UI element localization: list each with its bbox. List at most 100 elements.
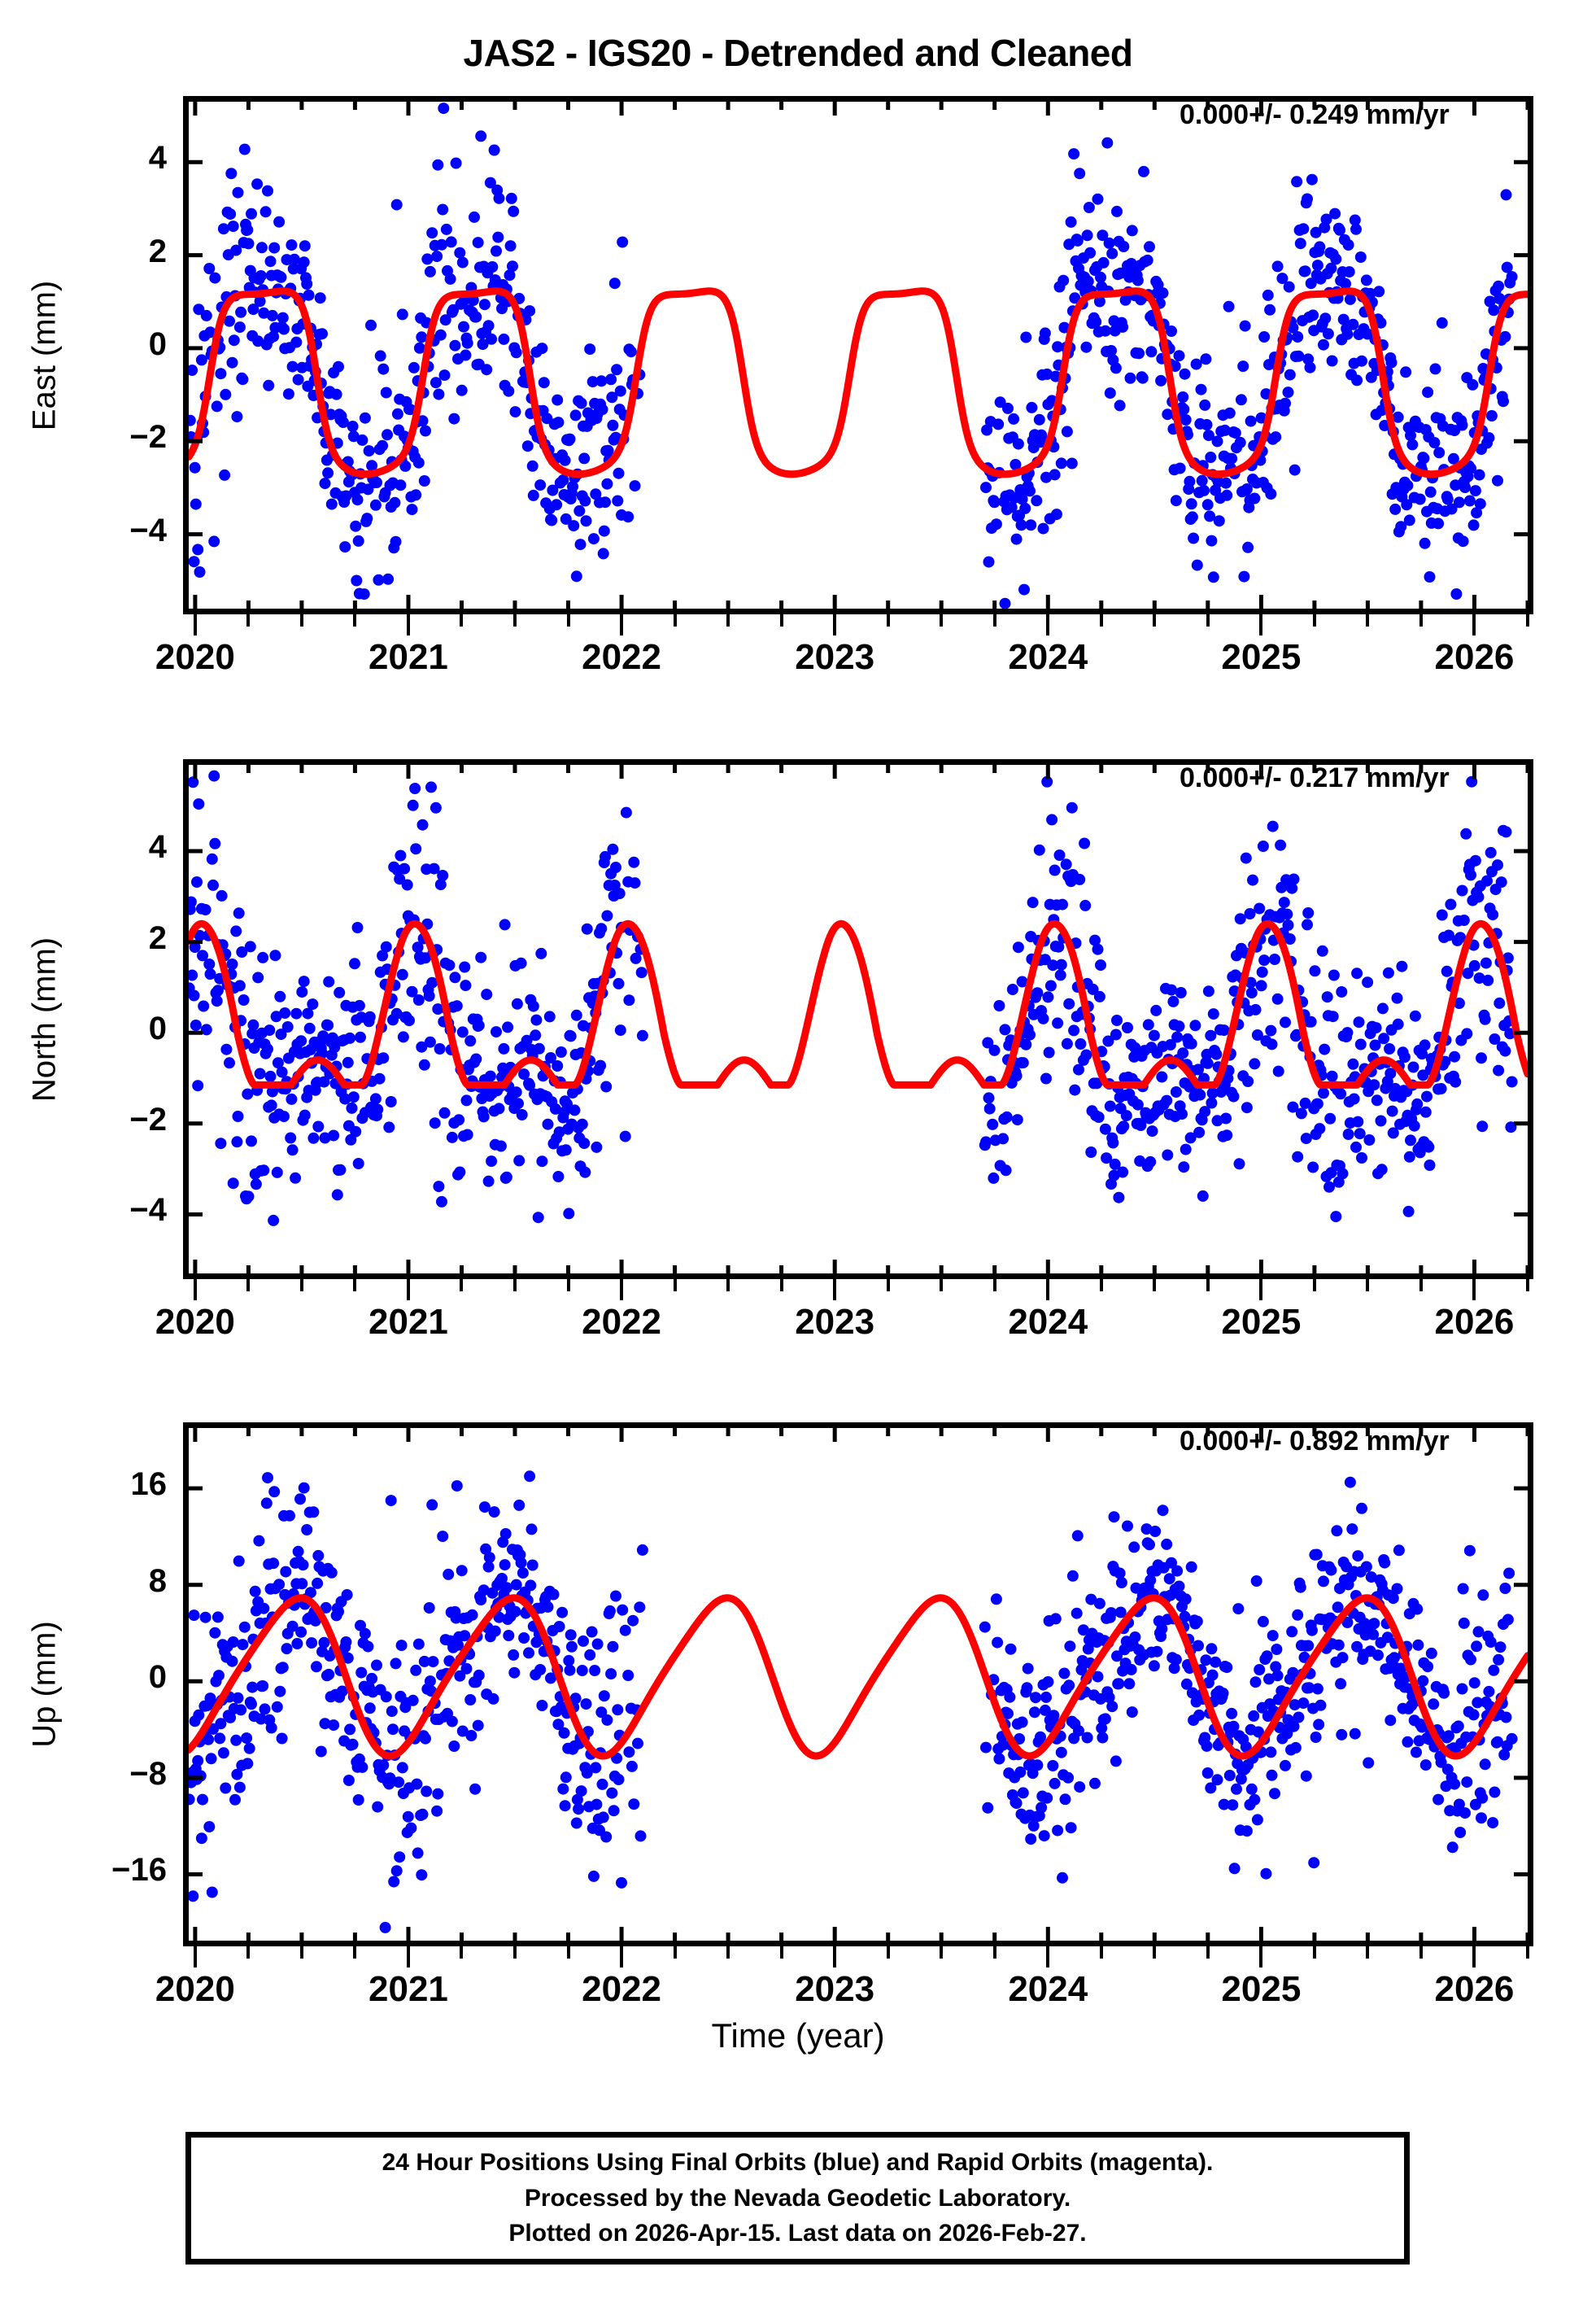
x-tick-mark-up <box>940 1946 944 1959</box>
x-tick-mark-east <box>992 614 996 627</box>
y-tick-label-east-2: 0 <box>148 325 167 362</box>
rate-annotation-east: 0.000+/- 0.249 mm/yr <box>1180 99 1450 130</box>
x-tick-label-north-0: 2020 <box>155 1302 235 1342</box>
x-tick-mark-north <box>726 1279 730 1291</box>
x-tick-mark-east <box>1206 614 1210 627</box>
y-tick-label-east-1: −2 <box>129 419 167 456</box>
x-tick-label-north-2: 2022 <box>582 1302 661 1342</box>
x-tick-mark-up <box>833 1946 837 1968</box>
caption-box: 24 Hour Positions Using Final Orbits (bl… <box>185 2132 1410 2265</box>
x-tick-mark-north <box>1153 1279 1157 1291</box>
x-tick-mark-east <box>246 614 251 627</box>
y-tick-label-east-4: 4 <box>148 140 167 177</box>
x-tick-mark-up <box>779 1946 783 1959</box>
x-tick-mark-east <box>1312 614 1316 627</box>
y-tick-label-north-3: 2 <box>148 919 167 956</box>
x-tick-mark-up <box>513 1946 517 1959</box>
x-tick-mark-north <box>1312 1279 1316 1291</box>
x-tick-mark-east <box>566 614 570 627</box>
x-tick-mark-north <box>299 1279 303 1291</box>
x-tick-label-north-3: 2023 <box>795 1302 875 1342</box>
x-tick-mark-north <box>1206 1279 1210 1291</box>
y-axis-label-north: North (mm) <box>26 937 63 1102</box>
x-tick-mark-up <box>1366 1946 1370 1959</box>
x-tick-label-north-5: 2025 <box>1221 1302 1302 1342</box>
caption-line-3: Plotted on 2026-Apr-15. Last data on 202… <box>508 2220 1087 2247</box>
x-tick-mark-north <box>1472 1279 1476 1300</box>
x-tick-mark-up <box>353 1946 357 1959</box>
x-tick-mark-east <box>1366 614 1370 627</box>
x-axis-label: Time (year) <box>711 2016 885 2055</box>
x-tick-mark-north <box>353 1279 357 1291</box>
x-tick-mark-up <box>566 1946 570 1959</box>
x-tick-mark-north <box>1419 1279 1423 1291</box>
y-tick-label-up-1: −8 <box>129 1755 167 1792</box>
x-tick-label-east-4: 2024 <box>1008 637 1088 677</box>
x-tick-mark-east <box>513 614 517 627</box>
x-tick-mark-up <box>1153 1946 1157 1959</box>
plot-area-north <box>189 765 1528 1273</box>
x-tick-mark-up <box>1206 1946 1210 1959</box>
x-tick-label-east-5: 2025 <box>1221 637 1302 677</box>
x-tick-mark-up <box>1312 1946 1316 1959</box>
x-tick-mark-north <box>566 1279 570 1291</box>
x-tick-mark-east <box>193 614 197 635</box>
y-tick-label-north-4: 4 <box>148 829 167 866</box>
y-tick-label-north-0: −4 <box>129 1192 167 1229</box>
caption-line-1: 24 Hour Positions Using Final Orbits (bl… <box>382 2149 1214 2177</box>
x-tick-mark-north <box>673 1279 677 1291</box>
plot-frame-north <box>183 759 1533 1279</box>
x-tick-mark-east <box>353 614 357 627</box>
x-tick-mark-east <box>1153 614 1157 627</box>
x-tick-label-up-3: 2023 <box>795 1969 875 2009</box>
x-tick-mark-up <box>886 1946 890 1959</box>
x-tick-mark-up <box>673 1946 677 1959</box>
x-tick-mark-north <box>406 1279 410 1300</box>
x-tick-mark-north <box>992 1279 996 1291</box>
x-tick-label-east-1: 2021 <box>368 637 448 677</box>
x-tick-mark-east <box>1046 614 1050 635</box>
x-tick-mark-east <box>833 614 837 635</box>
x-tick-mark-north <box>833 1279 837 1300</box>
rate-annotation-north: 0.000+/- 0.217 mm/yr <box>1180 762 1450 793</box>
y-tick-label-up-2: 0 <box>148 1659 167 1696</box>
x-tick-label-north-6: 2026 <box>1434 1302 1515 1342</box>
x-tick-label-north-4: 2024 <box>1008 1302 1088 1342</box>
model-curve-up <box>189 1594 1528 1760</box>
x-tick-mark-up <box>246 1946 251 1959</box>
x-tick-mark-north <box>246 1279 251 1291</box>
x-tick-mark-east <box>1099 614 1103 627</box>
plot-frame-up <box>183 1422 1533 1946</box>
y-axis-label-east: East (mm) <box>26 280 63 430</box>
x-tick-mark-up <box>992 1946 996 1959</box>
caption-line-2: Processed by the Nevada Geodetic Laborat… <box>524 2184 1071 2212</box>
x-tick-mark-north <box>620 1279 624 1300</box>
y-tick-label-up-0: −16 <box>111 1852 167 1889</box>
x-tick-label-up-5: 2025 <box>1221 1969 1302 2009</box>
x-tick-mark-east <box>1419 614 1423 627</box>
x-tick-label-east-6: 2026 <box>1434 637 1515 677</box>
y-tick-label-up-4: 16 <box>130 1466 168 1503</box>
x-tick-mark-north <box>1046 1279 1050 1300</box>
x-tick-mark-north <box>779 1279 783 1291</box>
x-tick-mark-north <box>886 1279 890 1291</box>
x-tick-label-up-6: 2026 <box>1434 1969 1515 2009</box>
x-tick-mark-east <box>886 614 890 627</box>
x-tick-mark-up <box>193 1946 197 1968</box>
x-tick-mark-up <box>726 1946 730 1959</box>
plot-frame-east <box>183 96 1533 614</box>
x-tick-mark-up <box>1046 1946 1050 1968</box>
y-tick-label-up-3: 8 <box>148 1562 167 1599</box>
y-tick-label-east-3: 2 <box>148 233 167 269</box>
x-tick-label-north-1: 2021 <box>368 1302 448 1342</box>
x-tick-mark-east <box>299 614 303 627</box>
x-tick-mark-up <box>1526 1946 1529 1959</box>
x-tick-label-east-0: 2020 <box>155 637 235 677</box>
x-tick-label-up-1: 2021 <box>368 1969 448 2009</box>
model-curve-north <box>189 919 1528 1089</box>
x-tick-label-up-0: 2020 <box>155 1969 235 2009</box>
x-tick-label-up-4: 2024 <box>1008 1969 1088 2009</box>
x-tick-label-up-2: 2022 <box>582 1969 661 2009</box>
page-title: JAS2 - IGS20 - Detrended and Cleaned <box>463 32 1133 74</box>
x-tick-mark-up <box>1472 1946 1476 1968</box>
